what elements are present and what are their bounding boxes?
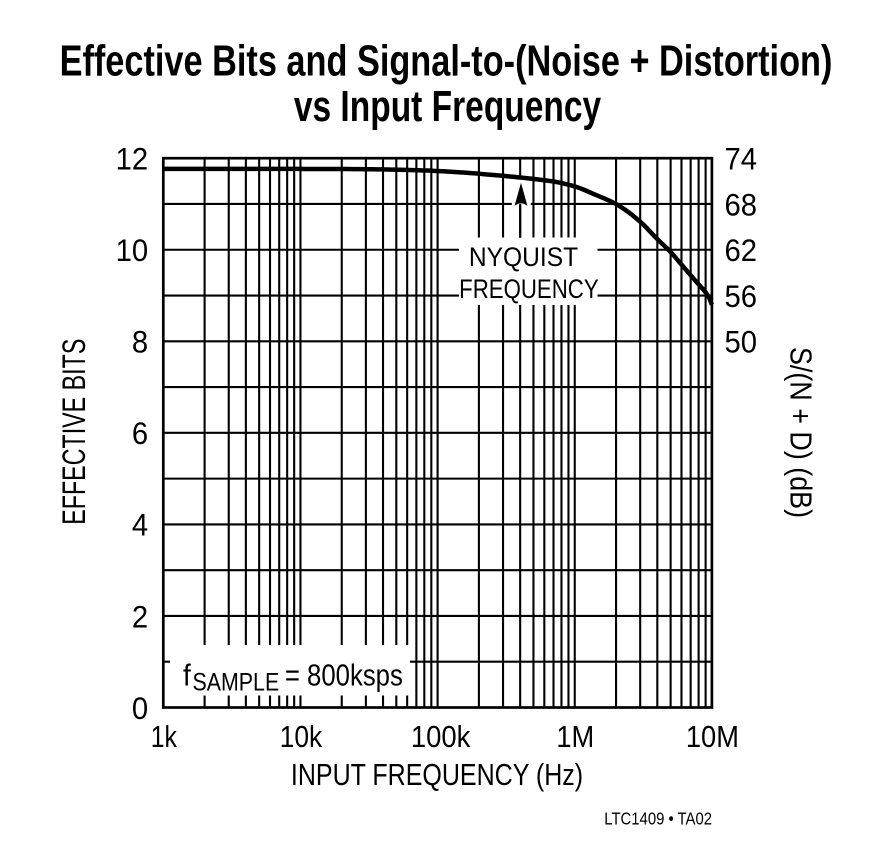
svg-text:f: f	[183, 658, 192, 693]
svg-text:vs Input Frequency: vs Input Frequency	[294, 83, 602, 131]
svg-text:Effective Bits and Signal-to-(: Effective Bits and Signal-to-(Noise + Di…	[60, 36, 833, 85]
svg-text:EFFECTIVE BITS: EFFECTIVE BITS	[57, 339, 92, 525]
svg-text:S/(N + D) (dB): S/(N + D) (dB)	[783, 347, 817, 518]
svg-text:8: 8	[132, 324, 148, 359]
svg-text:10M: 10M	[686, 720, 739, 754]
svg-text:62: 62	[725, 233, 758, 268]
svg-text:50: 50	[725, 324, 758, 359]
svg-text:4: 4	[132, 508, 148, 543]
svg-text:SAMPLE: SAMPLE	[193, 668, 280, 696]
svg-text:12: 12	[116, 141, 149, 176]
svg-text:56: 56	[725, 279, 758, 314]
svg-text:FREQUENCY: FREQUENCY	[459, 275, 598, 304]
svg-text:= 800ksps: = 800ksps	[285, 658, 403, 693]
svg-text:68: 68	[725, 187, 758, 222]
svg-text:2: 2	[132, 599, 148, 634]
svg-text:1M: 1M	[556, 720, 594, 754]
svg-text:10k: 10k	[280, 720, 323, 754]
svg-text:0: 0	[132, 691, 148, 726]
svg-text:LTC1409 • TA02: LTC1409 • TA02	[604, 809, 712, 828]
svg-text:6: 6	[132, 416, 148, 451]
svg-text:100k: 100k	[411, 719, 471, 754]
svg-text:INPUT FREQUENCY (Hz): INPUT FREQUENCY (Hz)	[291, 758, 583, 792]
svg-text:1k: 1k	[151, 719, 178, 753]
svg-text:10: 10	[116, 233, 149, 268]
svg-text:NYQUIST: NYQUIST	[469, 243, 578, 272]
svg-text:74: 74	[725, 141, 758, 176]
